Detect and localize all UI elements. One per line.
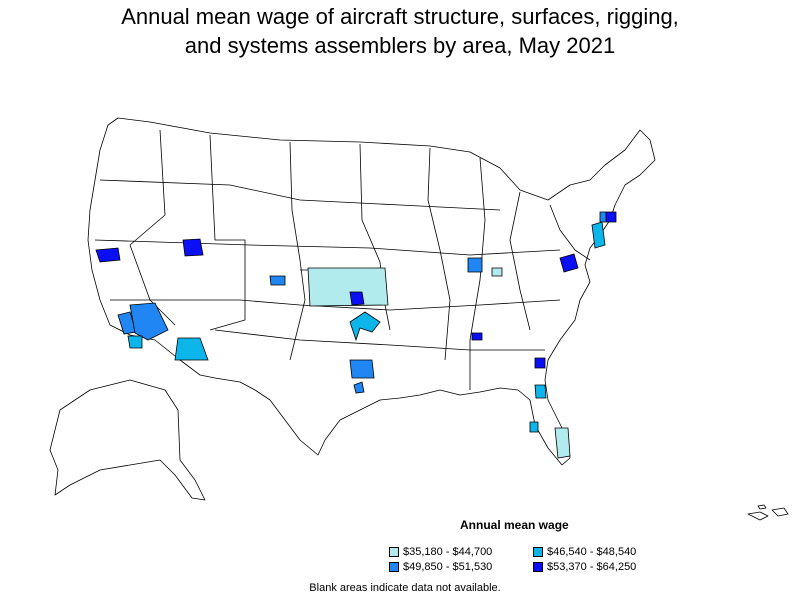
area-sacramento-sf: [95, 247, 121, 263]
area-phoenix: [174, 337, 209, 361]
area-indiana: [467, 257, 483, 273]
map-title: Annual mean wage of aircraft structure, …: [0, 2, 800, 60]
alaska-outline: [49, 379, 206, 501]
legend-title: Annual mean wage: [460, 518, 569, 532]
area-nj-ny: [591, 221, 606, 249]
legend-swatch: [389, 547, 399, 557]
legend-label: $53,370 - $64,250: [547, 561, 637, 573]
legend-label: $46,540 - $48,540: [547, 546, 637, 558]
area-jacksonville: [534, 384, 547, 399]
map-title-line2: and systems assemblers by area, May 2021: [184, 33, 616, 58]
area-colorado: [269, 275, 286, 286]
area-ohio: [491, 267, 503, 277]
area-pennsylvania: [599, 211, 607, 223]
area-riverside: [129, 302, 169, 341]
legend-label: $35,180 - $44,700: [403, 546, 493, 558]
area-kansas: [307, 267, 389, 307]
area-maryland: [559, 253, 579, 273]
area-san-diego: [127, 335, 143, 349]
area-oklahoma: [349, 311, 381, 342]
footnote: Blank areas indicate data not available.: [309, 582, 501, 594]
legend-item-bin3: $49,850 - $51,530: [389, 560, 492, 574]
hawaii-island: [747, 511, 769, 521]
area-salt-lake: [182, 238, 204, 257]
legend-swatch: [533, 547, 543, 557]
area-tennessee: [471, 332, 483, 341]
legend-item-bin2: $46,540 - $48,540: [533, 545, 636, 559]
legend-swatch: [533, 562, 543, 572]
hawaii-island: [757, 504, 767, 510]
area-florida-west: [529, 421, 539, 433]
legend-item-bin1: $35,180 - $44,700: [389, 545, 492, 559]
hawaii-island: [771, 507, 789, 517]
legend-swatch: [389, 562, 399, 572]
area-texas-small: [353, 381, 365, 394]
map-title-line1: Annual mean wage of aircraft structure, …: [121, 4, 679, 29]
area-florida: [554, 427, 571, 459]
legend-label: $49,850 - $51,530: [403, 561, 493, 573]
area-south-carolina: [534, 357, 546, 369]
legend-item-bin4: $53,370 - $64,250: [533, 560, 636, 574]
area-connecticut: [605, 211, 617, 223]
area-dallas: [349, 359, 375, 379]
area-wichita: [349, 291, 365, 306]
